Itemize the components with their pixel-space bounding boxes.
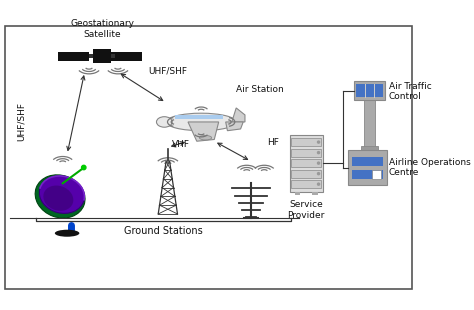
Bar bbox=[292, 170, 321, 178]
Polygon shape bbox=[226, 122, 243, 131]
Text: Air Traffic
Control: Air Traffic Control bbox=[389, 82, 431, 101]
Bar bbox=[292, 138, 321, 146]
Ellipse shape bbox=[55, 230, 79, 237]
Bar bbox=[312, 192, 318, 195]
Ellipse shape bbox=[156, 117, 172, 127]
Bar bbox=[348, 150, 387, 185]
Text: Geostationary
Satellite: Geostationary Satellite bbox=[70, 19, 134, 39]
Ellipse shape bbox=[35, 175, 85, 218]
Polygon shape bbox=[188, 122, 219, 141]
Bar bbox=[111, 55, 115, 58]
Bar bbox=[58, 52, 89, 61]
Ellipse shape bbox=[166, 113, 236, 131]
Text: UHF/SHF: UHF/SHF bbox=[17, 102, 26, 141]
Bar bbox=[89, 55, 93, 58]
Text: HF: HF bbox=[267, 138, 279, 147]
Circle shape bbox=[82, 165, 86, 170]
Bar bbox=[361, 146, 378, 162]
Text: VHF: VHF bbox=[172, 140, 190, 149]
Bar bbox=[93, 49, 111, 63]
Text: UHF/SHF: UHF/SHF bbox=[148, 67, 188, 76]
Bar bbox=[175, 115, 223, 119]
Bar bbox=[356, 84, 383, 97]
Bar bbox=[295, 192, 300, 195]
Circle shape bbox=[317, 140, 320, 144]
Bar bbox=[292, 149, 321, 157]
Bar bbox=[290, 135, 323, 192]
Bar bbox=[292, 180, 321, 188]
Bar bbox=[292, 159, 321, 167]
Ellipse shape bbox=[43, 185, 73, 211]
Circle shape bbox=[317, 172, 320, 175]
Circle shape bbox=[317, 162, 320, 165]
Bar bbox=[372, 170, 381, 179]
Ellipse shape bbox=[200, 135, 212, 140]
Polygon shape bbox=[232, 108, 245, 122]
Bar bbox=[352, 170, 383, 179]
Text: Ground Stations: Ground Stations bbox=[124, 226, 203, 236]
Text: Air Station: Air Station bbox=[236, 85, 284, 94]
Bar bbox=[364, 100, 374, 148]
Bar bbox=[354, 81, 385, 100]
Circle shape bbox=[317, 182, 320, 186]
Text: Service
Provider: Service Provider bbox=[288, 200, 325, 220]
Bar bbox=[352, 157, 383, 166]
Circle shape bbox=[317, 151, 320, 154]
Bar bbox=[111, 52, 142, 61]
Text: Airline Operations
Centre: Airline Operations Centre bbox=[389, 158, 470, 177]
Ellipse shape bbox=[39, 176, 84, 213]
